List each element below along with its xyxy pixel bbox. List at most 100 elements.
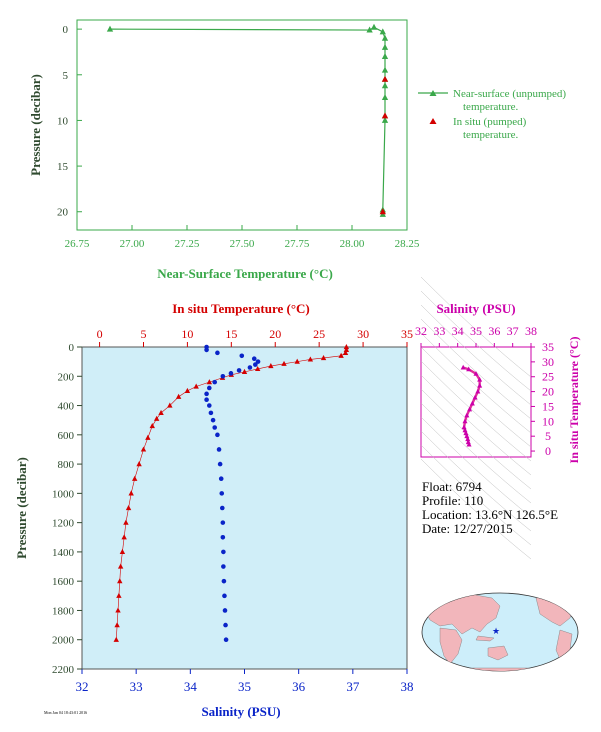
c1-ytick-label: 5	[63, 70, 69, 82]
c1-unpumped-point	[106, 25, 114, 32]
c2-ytick-label: 2000	[52, 635, 75, 647]
c3-xtick-label: 36	[488, 324, 500, 338]
c2-temperature-point	[140, 446, 147, 452]
c2-salinity-point	[220, 373, 226, 379]
c2-temp-tick-label: 0	[97, 327, 103, 341]
c2-temperature-point	[117, 578, 123, 584]
c1-unpumped-point	[381, 66, 389, 73]
c3-ts-point	[466, 441, 472, 447]
c1-ytick-label: 10	[57, 115, 69, 127]
c2-temperature-point	[254, 365, 261, 372]
c2-ytick-label: 1800	[52, 605, 75, 617]
c1-ytick-label: 20	[57, 207, 69, 219]
c2-temperature-point	[241, 368, 248, 374]
c2-ytick-label: 1000	[52, 488, 75, 500]
c1-xtick-label: 27.75	[285, 238, 310, 250]
c3-ts-point	[469, 400, 475, 406]
c2-temperature-point	[193, 383, 199, 389]
c3-ytick-label: 25	[542, 370, 554, 384]
c2-ytick-label: 1200	[52, 518, 75, 530]
c1-unpumped-point	[381, 116, 389, 123]
c2-temperature-point	[114, 622, 120, 628]
c3-ts-point	[461, 424, 467, 430]
c3-density-contours	[420, 276, 532, 560]
c1-ylabel: Pressure (decibar)	[28, 74, 43, 176]
c2-temp-tick-label: 35	[401, 327, 413, 341]
c1-unpumped-point	[370, 23, 378, 30]
c2-ylabel: Pressure (decibar)	[14, 457, 29, 559]
c2-salinity-point	[215, 432, 220, 438]
c2-temp-tick-label: 10	[181, 327, 193, 341]
c1-unpumped-point	[381, 43, 389, 50]
c3-density-contour	[420, 402, 532, 504]
c2-temperature-point	[338, 352, 344, 358]
c3-ts-point	[475, 388, 481, 394]
c3-ytick-label: 0	[545, 444, 551, 458]
c2-salinity-point	[255, 359, 261, 364]
c2-temperature-point	[268, 363, 274, 369]
info-profile: Profile: 110	[422, 493, 483, 508]
c2-temp-tick-label: 5	[140, 327, 146, 341]
c3-ts-point	[460, 364, 466, 370]
c2-ytick-label: 800	[58, 459, 75, 471]
c2-salinity-point	[222, 608, 228, 613]
c2-temperature-point	[123, 519, 129, 525]
c3-density-contour	[420, 360, 532, 462]
c2-ytick-label: 1400	[52, 547, 75, 559]
c1-pumped-point	[381, 112, 389, 119]
c2-ytick-label: 2200	[52, 664, 75, 676]
c3-ts-point	[464, 433, 470, 439]
c2-ytick-label: 400	[58, 401, 75, 413]
c3-density-contour	[420, 318, 532, 420]
c3-ytick-label: 5	[545, 429, 551, 443]
c2-salinity-point	[220, 520, 226, 525]
c1-ytick-label: 0	[63, 24, 69, 36]
c2-temperature-point	[128, 490, 134, 496]
c2-temperature-point	[281, 360, 287, 366]
c2-temperature-point	[153, 415, 160, 421]
legend-item-1-line2: temperature.	[463, 101, 519, 113]
c3-ts-point	[463, 430, 469, 436]
c1-unpumped-point	[381, 53, 389, 59]
c2-salinity-point	[222, 593, 227, 599]
c2-temperature-point	[184, 387, 191, 394]
c3-ts-point	[477, 382, 483, 388]
float-info: Float: 6794 Profile: 110 Location: 13.6°…	[422, 479, 558, 536]
c2-bottom-label: Salinity (PSU)	[201, 704, 280, 719]
c2-ytick-label: 1600	[52, 576, 75, 588]
c2-salinity-point	[221, 578, 227, 584]
c2-temperature-point	[175, 393, 182, 399]
legend-red-triangle	[429, 118, 437, 124]
c2-salinity-point	[212, 425, 218, 430]
c2-salinity-point	[221, 564, 226, 569]
c3-ts-point	[462, 427, 468, 433]
info-location: Location: 13.6°N 126.5°E	[422, 507, 558, 522]
c3-density-contour	[420, 388, 532, 490]
c2-temperature-point	[158, 409, 164, 415]
c2-temperature-point	[167, 402, 173, 408]
c2-salinity-point	[212, 379, 218, 385]
c2-temperature-point	[116, 592, 122, 598]
c2-salinity-point	[219, 505, 225, 511]
c3-ts-point	[462, 418, 468, 424]
c3-ytick-label: 20	[542, 385, 554, 399]
float-location-marker-icon: ★	[492, 626, 500, 636]
c2-temperature-line	[115, 347, 347, 640]
c1-pumped-point	[379, 208, 386, 215]
c2-temperature-point	[136, 461, 142, 467]
c3-density-contour	[420, 276, 532, 378]
c2-temperature-point	[119, 548, 126, 555]
c2-temperature-point	[294, 358, 300, 364]
c1-xtick-label: 27.50	[230, 238, 255, 250]
c2-salinity-point	[219, 491, 225, 496]
c2-temperature-point	[117, 563, 124, 569]
c2-salinity-point	[217, 461, 223, 467]
c3-density-contour	[420, 416, 532, 518]
c2-salinity-point	[208, 410, 214, 416]
c3-density-contour	[420, 430, 532, 532]
c3-ytick-label: 10	[542, 414, 554, 428]
c2-salinity-point	[253, 362, 258, 367]
c3-density-contour	[420, 374, 532, 476]
c2-salinity-point	[223, 622, 228, 628]
